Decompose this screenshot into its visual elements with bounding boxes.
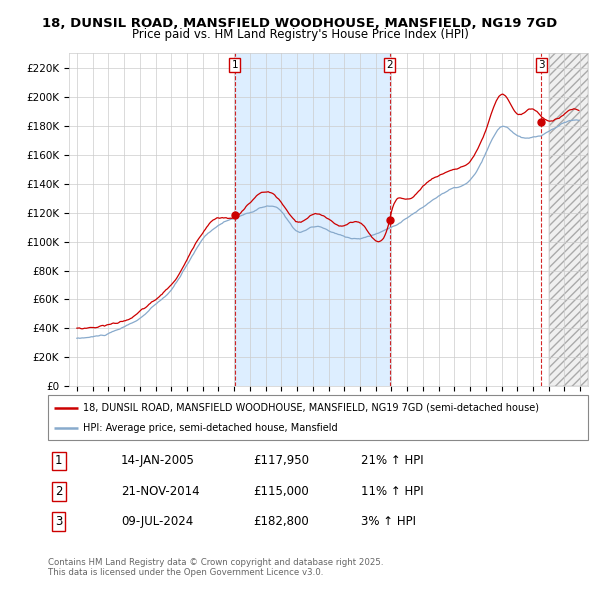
Text: 21% ↑ HPI: 21% ↑ HPI [361,454,424,467]
Text: Contains HM Land Registry data © Crown copyright and database right 2025.
This d: Contains HM Land Registry data © Crown c… [48,558,383,577]
Text: 18, DUNSIL ROAD, MANSFIELD WOODHOUSE, MANSFIELD, NG19 7GD: 18, DUNSIL ROAD, MANSFIELD WOODHOUSE, MA… [43,17,557,30]
Text: 2: 2 [386,60,393,70]
Text: 2: 2 [55,484,62,498]
Text: 21-NOV-2014: 21-NOV-2014 [121,484,200,498]
Text: 14-JAN-2005: 14-JAN-2005 [121,454,195,467]
Text: HPI: Average price, semi-detached house, Mansfield: HPI: Average price, semi-detached house,… [83,424,338,434]
Bar [235,53,390,386]
Text: £115,000: £115,000 [253,484,309,498]
Bar [548,53,588,386]
Text: 1: 1 [232,60,238,70]
FancyBboxPatch shape [48,395,588,440]
Text: 3: 3 [55,515,62,528]
Text: £182,800: £182,800 [253,515,309,528]
Text: 1: 1 [55,454,62,467]
Text: 09-JUL-2024: 09-JUL-2024 [121,515,193,528]
Text: 11% ↑ HPI: 11% ↑ HPI [361,484,424,498]
Text: 18, DUNSIL ROAD, MANSFIELD WOODHOUSE, MANSFIELD, NG19 7GD (semi-detached house): 18, DUNSIL ROAD, MANSFIELD WOODHOUSE, MA… [83,403,539,412]
Text: Price paid vs. HM Land Registry's House Price Index (HPI): Price paid vs. HM Land Registry's House … [131,28,469,41]
Text: £117,950: £117,950 [253,454,309,467]
Text: 3% ↑ HPI: 3% ↑ HPI [361,515,416,528]
Text: 3: 3 [538,60,545,70]
